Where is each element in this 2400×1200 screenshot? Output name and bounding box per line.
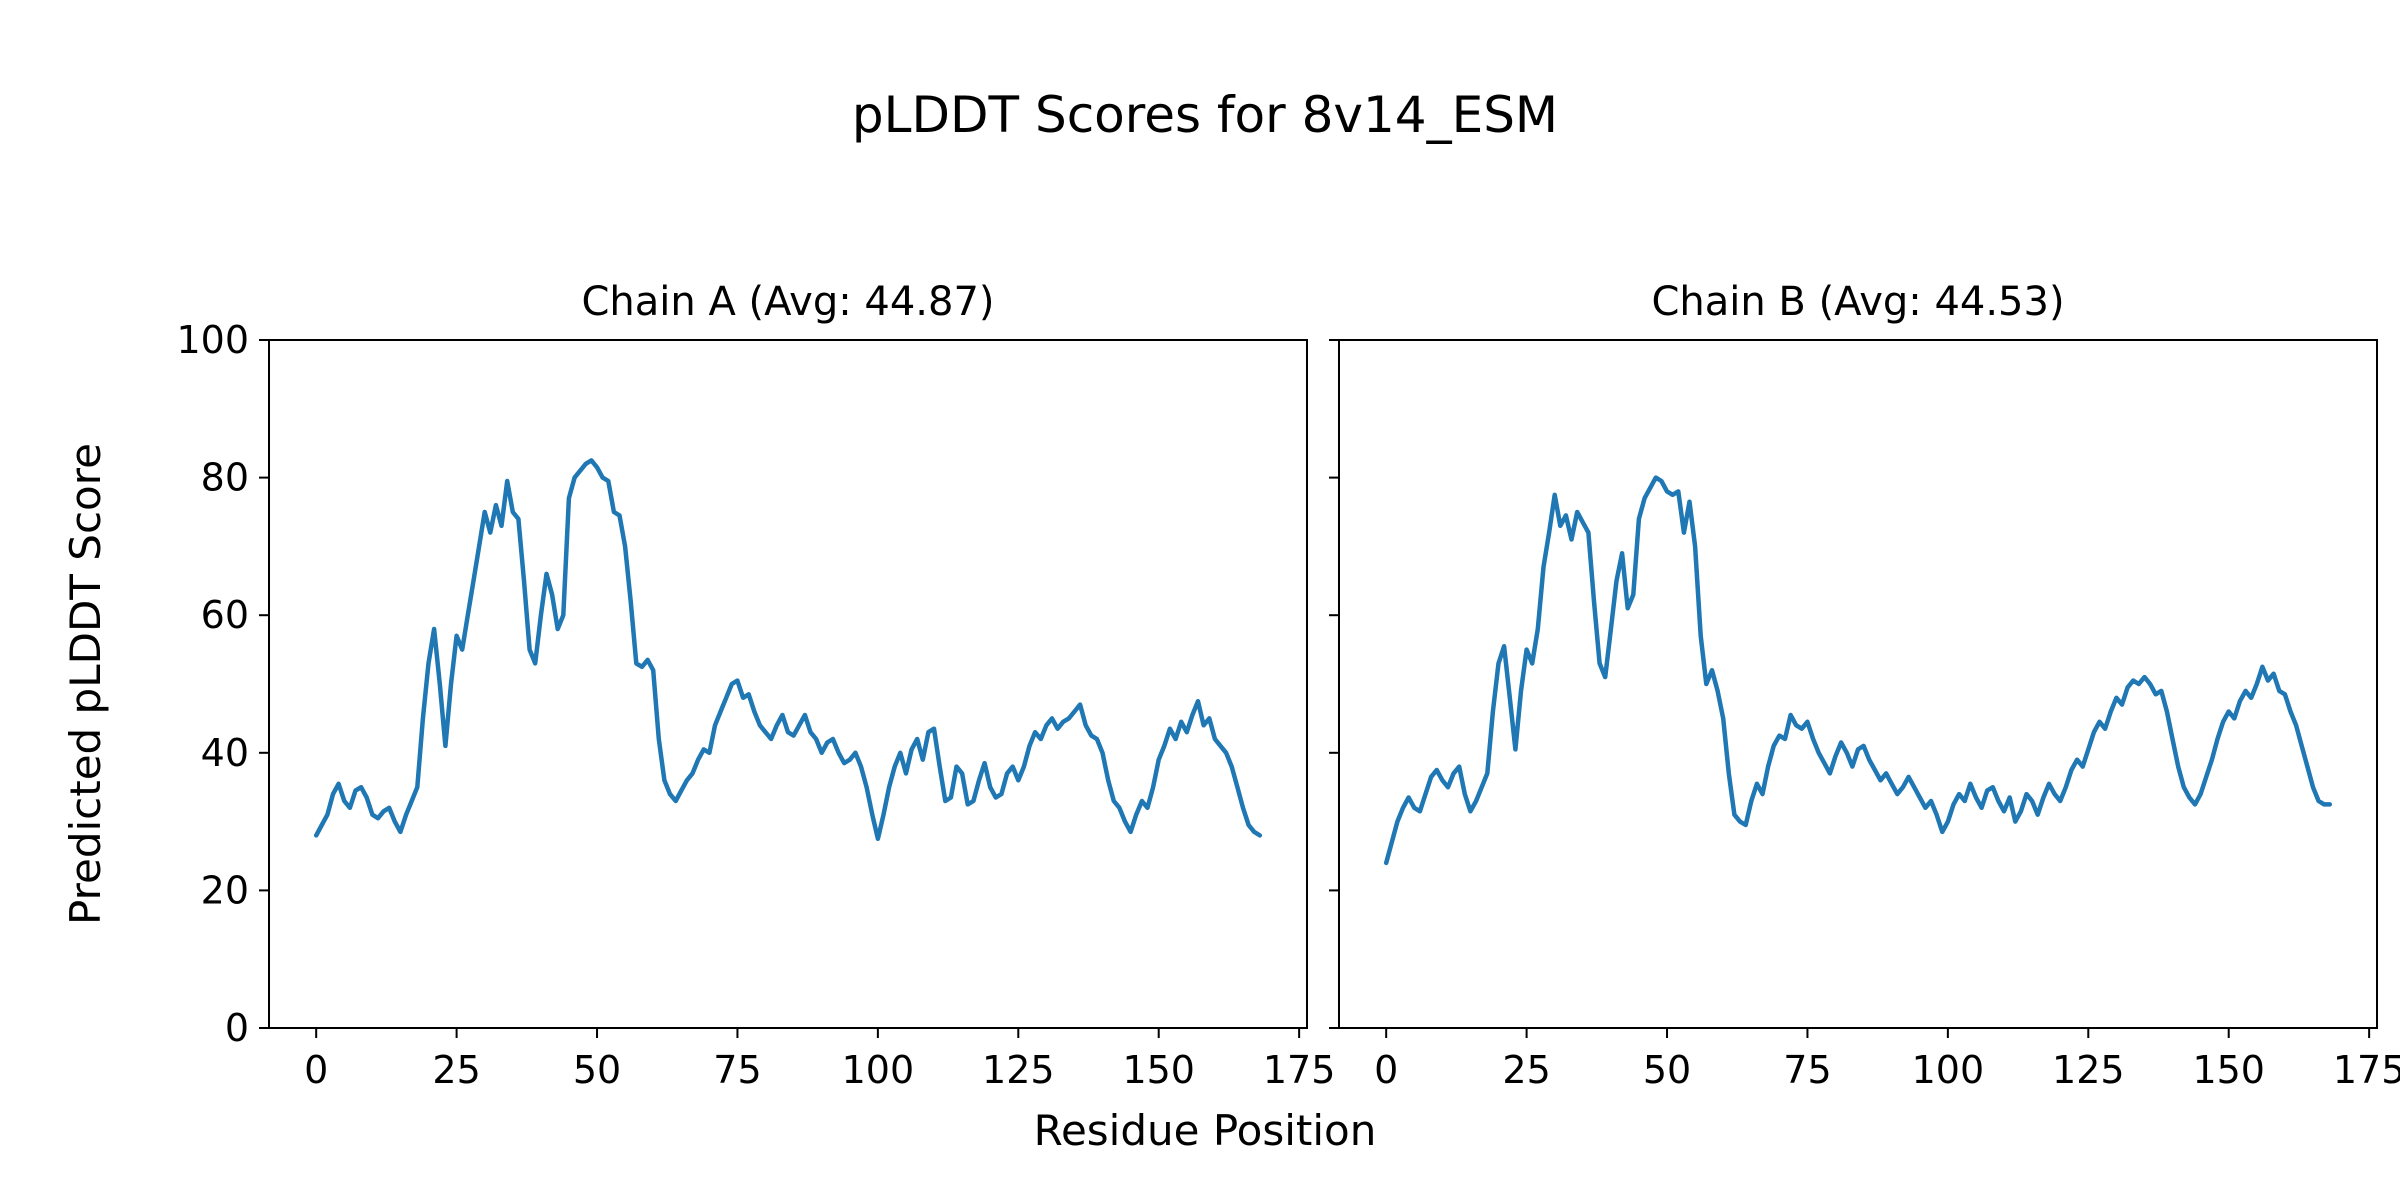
x-tick-label: 175 [1263, 1048, 1336, 1092]
x-tick-label: 75 [713, 1048, 761, 1092]
subplots-container: 0 25 50 75 100 125 150 175 0 20 40 60 80 100 0 25 50 75 10… [176, 318, 2400, 1092]
x-tick-label: 100 [1912, 1048, 1985, 1092]
x-axis-label: Residue Position [1034, 1106, 1377, 1155]
subplot-title-chain-a: Chain A (Avg: 44.87) [581, 279, 994, 325]
y-tick-label: 0 [225, 1006, 249, 1050]
x-tick-label: 100 [842, 1048, 915, 1092]
x-tick-label: 50 [573, 1048, 621, 1092]
x-tick-label: 25 [432, 1048, 480, 1092]
x-tick-label: 175 [2333, 1048, 2400, 1092]
y-tick-label: 40 [201, 731, 249, 775]
x-tick-label: 75 [1783, 1048, 1831, 1092]
subplot-chain-a: 0 25 50 75 100 125 150 175 0 20 40 60 80 100 [176, 318, 1335, 1092]
y-tick-label: 20 [201, 868, 249, 912]
x-tick-label: 150 [1122, 1048, 1195, 1092]
y-tick-label: 100 [176, 318, 249, 362]
subplot-title-chain-b: Chain B (Avg: 44.53) [1651, 279, 2064, 325]
axes-frame-chain-a [268, 339, 1308, 1029]
x-tick-label: 0 [304, 1048, 328, 1092]
x-tick-label: 25 [1502, 1048, 1550, 1092]
axes-frame-chain-b [1338, 339, 2378, 1029]
x-tick-label: 150 [2192, 1048, 2265, 1092]
subplot-chain-b: 0 25 50 75 100 125 150 175 [1329, 339, 2400, 1092]
y-tick-label: 60 [201, 593, 249, 637]
x-tick-label: 50 [1643, 1048, 1691, 1092]
x-tick-label: 125 [982, 1048, 1055, 1092]
plddt-line-chain-a [313, 458, 1263, 842]
x-tick-label: 125 [2052, 1048, 2125, 1092]
figure-title: pLDDT Scores for 8v14_ESM [852, 86, 1558, 144]
x-tick-label: 0 [1374, 1048, 1398, 1092]
y-tick-label: 80 [201, 456, 249, 500]
y-axis-label: Predicted pLDDT Score [61, 443, 110, 925]
plddt-line-chain-b [1383, 475, 2333, 866]
